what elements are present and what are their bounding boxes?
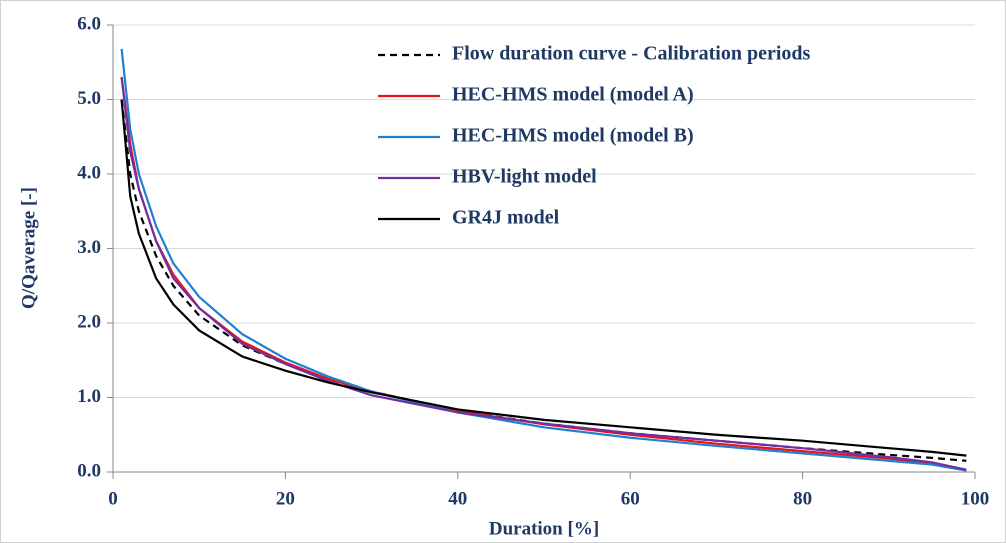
series-line xyxy=(120,48,967,472)
x-tick-label: 100 xyxy=(961,488,990,509)
series-line xyxy=(120,99,967,457)
legend-label: Flow duration curve - Calibration period… xyxy=(452,43,811,65)
x-tick-label: 0 xyxy=(108,488,118,509)
y-tick-label: 4.0 xyxy=(77,162,101,183)
y-tick-label: 1.0 xyxy=(77,386,101,407)
y-tick-label: 2.0 xyxy=(77,311,101,332)
x-tick-label: 60 xyxy=(621,488,640,509)
x-tick-label: 80 xyxy=(793,488,812,509)
y-axis-label: Q/Qaverage [-] xyxy=(18,187,39,309)
legend-label: HEC-HMS model (model A) xyxy=(452,84,694,106)
legend-label: GR4J model xyxy=(452,207,560,229)
y-tick-label: 5.0 xyxy=(77,88,101,109)
legend-label: HBV-light model xyxy=(452,166,597,188)
y-tick-label: 3.0 xyxy=(77,237,101,258)
legend-label: HEC-HMS model (model B) xyxy=(452,125,694,147)
x-tick-label: 20 xyxy=(276,488,295,509)
x-axis-label: Duration [%] xyxy=(489,518,599,539)
y-tick-label: 6.0 xyxy=(77,13,101,34)
x-tick-label: 40 xyxy=(448,488,467,509)
y-tick-label: 0.0 xyxy=(77,460,101,481)
